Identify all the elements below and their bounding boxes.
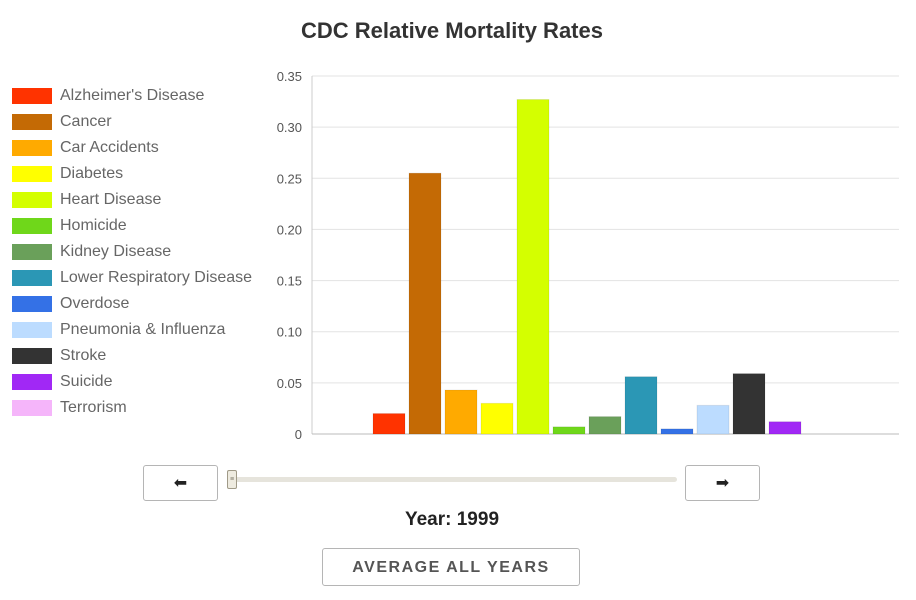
previous-year-button[interactable]: ⬅ [143, 465, 218, 501]
y-tick-label: 0 [295, 427, 302, 442]
legend-label: Lower Respiratory Disease [60, 269, 253, 286]
legend-swatch [12, 244, 52, 260]
legend-item[interactable]: Overdose [12, 291, 252, 317]
y-tick-label: 0.05 [277, 376, 302, 391]
legend-swatch [12, 192, 52, 208]
legend-item[interactable]: Kidney Disease [12, 239, 252, 265]
legend-label: Alzheimer's Disease [60, 87, 205, 104]
bar-chart: 0 0.05 0.10 0.15 0.20 0.25 0.30 0.35 [277, 69, 899, 442]
legend-swatch [12, 218, 52, 234]
legend-label: Terrorism [60, 399, 127, 416]
y-tick-label: 0.35 [277, 69, 302, 84]
bar [552, 426, 586, 435]
legend-item[interactable]: Terrorism [12, 395, 252, 421]
legend-label: Pneumonia & Influenza [60, 321, 226, 338]
y-tick-label: 0.20 [277, 222, 302, 237]
next-year-button[interactable]: ➡ [685, 465, 760, 501]
legend-item[interactable]: Car Accidents [12, 135, 252, 161]
legend-swatch [12, 322, 52, 338]
chart-title: CDC Relative Mortality Rates [301, 18, 603, 43]
legend-swatch [12, 374, 52, 390]
legend-label: Overdose [60, 295, 130, 312]
legend-swatch [12, 270, 52, 286]
y-tick-label: 0.25 [277, 171, 302, 186]
y-tick-label: 0.30 [277, 120, 302, 135]
bar [408, 172, 442, 435]
legend-label: Heart Disease [60, 191, 162, 208]
legend-item[interactable]: Lower Respiratory Disease [12, 265, 252, 291]
legend-label: Stroke [60, 347, 107, 364]
legend-item[interactable]: Heart Disease [12, 187, 252, 213]
legend-item[interactable]: Alzheimer's Disease [12, 83, 252, 109]
year-slider-handle[interactable]: ≡ [227, 470, 237, 489]
legend-label: Kidney Disease [60, 243, 172, 260]
legend: Alzheimer's Disease Cancer Car Accidents Di… [12, 83, 252, 421]
bar [660, 428, 694, 435]
bar [444, 389, 478, 435]
bar [588, 416, 622, 435]
average-all-years-button[interactable]: AVERAGE ALL YEARS [322, 548, 580, 586]
legend-swatch [12, 114, 52, 130]
legend-swatch [12, 140, 52, 156]
bar [768, 421, 802, 435]
legend-swatch [12, 400, 52, 416]
legend-item[interactable]: Cancer [12, 109, 252, 135]
legend-label: Homicide [60, 217, 127, 234]
legend-swatch [12, 166, 52, 182]
legend-label: Cancer [60, 113, 112, 130]
bar [516, 99, 550, 435]
legend-item[interactable]: Suicide [12, 369, 252, 395]
y-tick-label: 0.10 [277, 325, 302, 340]
legend-item[interactable]: Homicide [12, 213, 252, 239]
legend-swatch [12, 348, 52, 364]
year-label: Year: 1999 [404, 509, 500, 530]
year-slider-track[interactable] [230, 477, 677, 482]
bar [480, 402, 514, 435]
legend-label: Diabetes [60, 165, 124, 182]
legend-swatch [12, 88, 52, 104]
legend-item[interactable]: Diabetes [12, 161, 252, 187]
bar [372, 413, 406, 435]
legend-item[interactable]: Pneumonia & Influenza [12, 317, 252, 343]
bar [732, 373, 766, 435]
bar [696, 404, 730, 435]
legend-label: Car Accidents [60, 139, 159, 156]
legend-label: Suicide [60, 373, 113, 390]
legend-swatch [12, 296, 52, 312]
y-tick-label: 0.15 [277, 274, 302, 289]
legend-item[interactable]: Stroke [12, 343, 252, 369]
bar [624, 376, 658, 435]
